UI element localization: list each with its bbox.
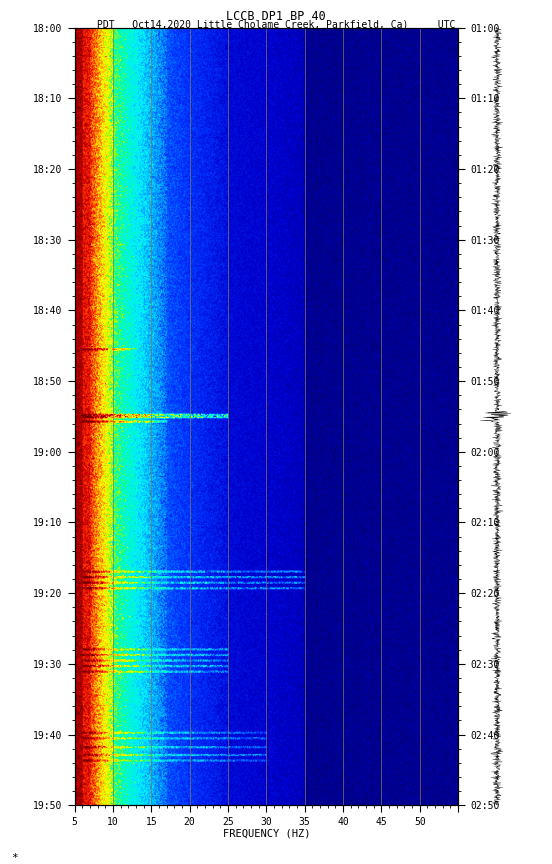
- Text: PDT   Oct14,2020 Little Cholame Creek, Parkfield, Ca)     UTC: PDT Oct14,2020 Little Cholame Creek, Par…: [97, 20, 455, 30]
- Text: *: *: [11, 853, 18, 862]
- X-axis label: FREQUENCY (HZ): FREQUENCY (HZ): [222, 829, 310, 838]
- Text: LCCB DP1 BP 40: LCCB DP1 BP 40: [226, 10, 326, 23]
